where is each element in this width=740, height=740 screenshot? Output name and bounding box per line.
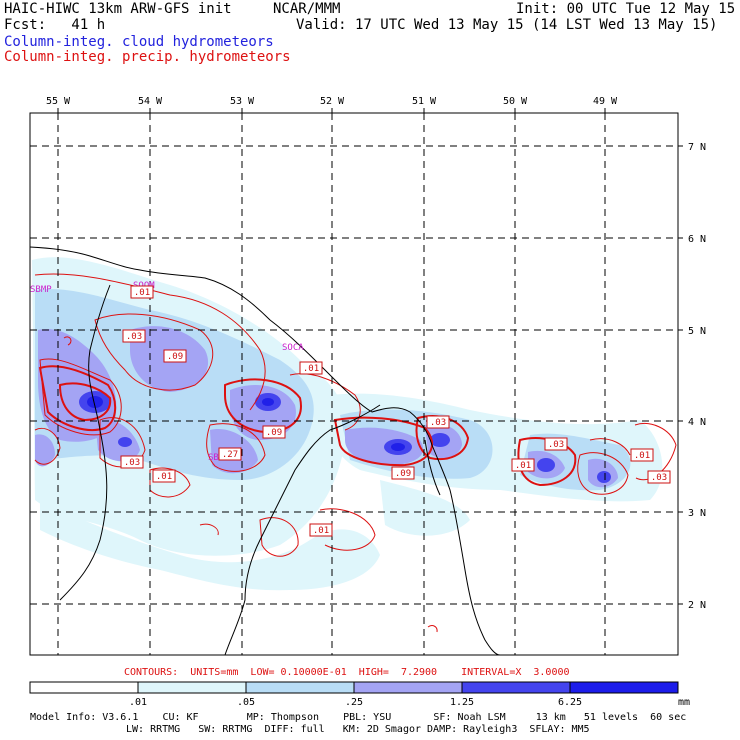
lon-label: 51 W (412, 96, 437, 107)
lat-label: 5 N (688, 326, 706, 337)
contour-label: .01 (156, 472, 172, 482)
cloud-shading-peak (87, 396, 405, 451)
contour-label: .03 (124, 458, 140, 468)
valid-time: Valid: 17 UTC Wed 13 May 15 (14 LST Wed … (296, 17, 718, 33)
lat-label: 4 N (688, 417, 706, 428)
lon-label: 49 W (593, 96, 618, 107)
lon-label: 50 W (503, 96, 528, 107)
colorbar-tick: 6.25 (558, 697, 582, 708)
contour-label: .01 (313, 526, 329, 536)
country-borders (59, 284, 441, 656)
model-info-line2: LW: RRTMG SW: RRTMG DIFF: full KM: 2D Sm… (126, 724, 590, 735)
precip-contours (34, 273, 677, 633)
forecast-hour: Fcst: 41 h (4, 17, 106, 33)
lat-label: 7 N (688, 142, 706, 153)
contour-label: .09 (167, 352, 183, 362)
station-label: SBMP (30, 285, 52, 295)
contour-label: .03 (430, 418, 446, 428)
contour-label: .01 (515, 461, 531, 471)
contour-label: .01 (134, 288, 150, 298)
colorbar-tick: .05 (237, 697, 255, 708)
colorbar-tick: 1.25 (450, 697, 474, 708)
contour-label: .09 (266, 428, 282, 438)
lon-label: 54 W (138, 96, 163, 107)
station-label: SOCA (282, 343, 304, 353)
lat-lon-grid (30, 113, 678, 655)
contour-info: CONTOURS: UNITS=mm LOW= 0.10000E-01 HIGH… (124, 667, 570, 678)
contour-label: .27 (222, 450, 238, 460)
model-title: HAIC-HIWC 13km ARW-GFS init (4, 1, 232, 17)
colorbar-unit: mm (678, 697, 690, 708)
colorbar (29, 681, 679, 694)
colorbar-tick: .25 (345, 697, 363, 708)
lon-label: 52 W (320, 96, 345, 107)
lon-label: 53 W (230, 96, 255, 107)
contour-label: .09 (395, 469, 411, 479)
contour-label: .01 (303, 364, 319, 374)
contour-label: .03 (651, 473, 667, 483)
init-time: Init: 00 UTC Tue 12 May 15 (516, 1, 736, 17)
contour-label-group: .01 .03 .09 .01 .09 .27 .03 .01 .01 .03 … (120, 285, 671, 537)
field-cloud-label: Column-integ. cloud hydrometeors (4, 34, 274, 50)
axis-ticks (57, 108, 683, 605)
field-precip-label: Column-integ. precip. hydrometeors (4, 49, 291, 65)
contour-label: .01 (634, 451, 650, 461)
map-frame (29, 112, 679, 656)
lat-label: 2 N (688, 600, 706, 611)
lon-label: 55 W (46, 96, 71, 107)
lat-label: 6 N (688, 234, 706, 245)
contour-label: .03 (126, 332, 142, 342)
contour-label: .03 (548, 440, 564, 450)
org-label: NCAR/MMM (273, 1, 341, 17)
lat-label: 3 N (688, 508, 706, 519)
colorbar-tick: .01 (129, 697, 147, 708)
coastline (29, 246, 501, 656)
model-info-line1: Model Info: V3.6.1 CU: KF MP: Thompson P… (30, 712, 687, 723)
